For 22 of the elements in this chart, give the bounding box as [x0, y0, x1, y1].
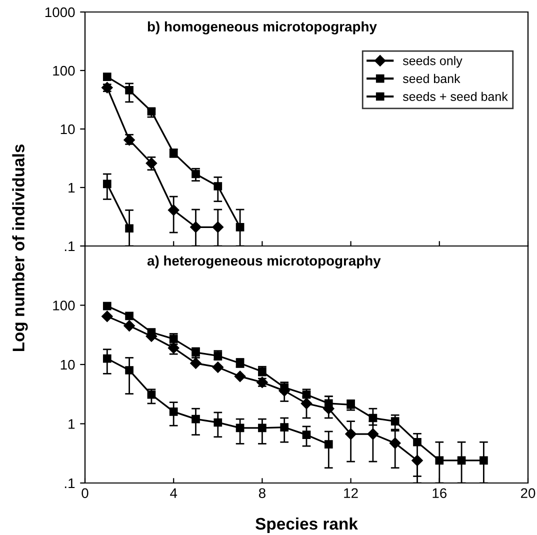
y-tick-label: 1 — [68, 182, 75, 193]
text: b) homogeneous microtopography — [148, 21, 377, 34]
x-tick-label: 0 — [82, 488, 88, 498]
legend-label: seeds + seed bank — [402, 92, 508, 101]
x-axis-title: Species rank — [256, 517, 358, 534]
x-tick-label: 20 — [520, 488, 536, 498]
x-tick-label: 12 — [344, 488, 358, 498]
y-axis-title: Log number of individuals — [12, 144, 28, 352]
y-tick-label: 10 — [60, 124, 75, 134]
x-tick-label: 8 — [258, 488, 266, 498]
y-tick-label: .1 — [64, 241, 75, 252]
y-tick-label: .1 — [64, 478, 75, 488]
y-tick-label: 1000 — [45, 7, 75, 18]
legend-label: seed bank — [402, 74, 460, 84]
y-tick-label: 100 — [53, 300, 75, 310]
text: a) heterogeneous microtopography — [147, 255, 381, 268]
y-tick-label: 100 — [53, 66, 75, 76]
x-tick-label: 16 — [432, 488, 447, 498]
y-tick-label: 1 — [68, 419, 75, 429]
x-tick-label: 4 — [170, 488, 178, 498]
y-tick-label: 10 — [60, 360, 75, 370]
legend-label: seeds only — [402, 56, 462, 68]
